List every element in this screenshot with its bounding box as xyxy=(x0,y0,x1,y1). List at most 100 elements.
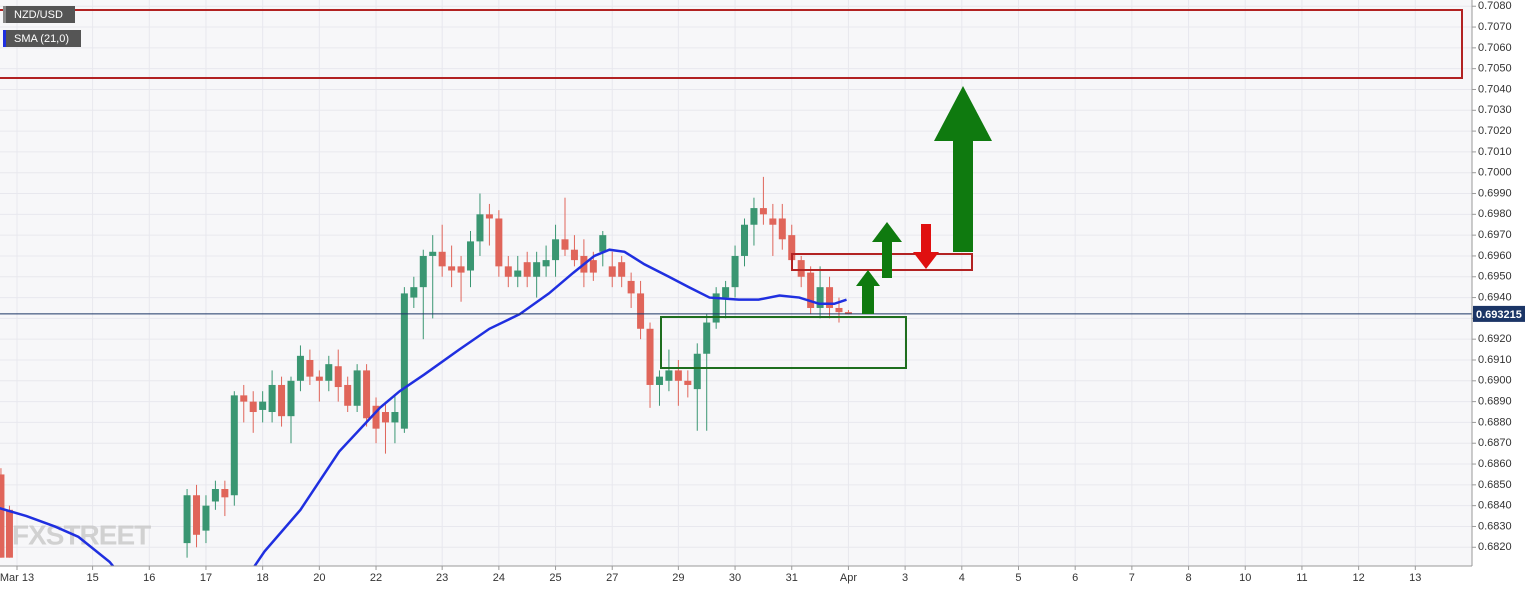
x-tick-label: 13 xyxy=(1409,572,1421,584)
y-tick-label: 0.7040 xyxy=(1478,83,1512,95)
x-tick-label: 23 xyxy=(436,572,448,584)
candle-body xyxy=(410,287,418,298)
candle-body xyxy=(259,401,267,410)
x-tick-label: 30 xyxy=(729,572,741,584)
y-tick-label: 0.7030 xyxy=(1478,104,1512,116)
y-tick-label: 0.6850 xyxy=(1478,479,1512,491)
candle-body xyxy=(788,235,796,261)
y-tick-label: 0.6900 xyxy=(1478,375,1512,387)
legend-box xyxy=(3,30,81,47)
candle-body xyxy=(759,208,767,215)
y-tick-label: 0.6830 xyxy=(1478,520,1512,532)
candle-body xyxy=(750,208,758,225)
candle-body xyxy=(826,287,834,308)
candle-body xyxy=(807,272,815,308)
x-tick-label: 11 xyxy=(1296,572,1307,584)
marks xyxy=(0,176,1472,566)
x-tick-label: 12 xyxy=(1352,572,1364,584)
candle-body xyxy=(570,249,578,261)
x-tick-label: 31 xyxy=(786,572,798,584)
candle-body xyxy=(816,287,824,308)
candle-body xyxy=(703,322,711,354)
watermark: FXSTREET xyxy=(12,519,151,550)
x-tick-label: 16 xyxy=(143,572,155,584)
y-tick-label: 0.6820 xyxy=(1478,541,1512,553)
candle-body xyxy=(183,495,191,544)
y-tick-label: 0.7080 xyxy=(1478,0,1512,12)
candle-body xyxy=(438,251,446,267)
candle-body xyxy=(589,260,597,273)
x-tick-label: 27 xyxy=(606,572,618,584)
candle-body xyxy=(457,266,465,273)
candle-body xyxy=(334,366,342,388)
x-tick-label: 5 xyxy=(1015,572,1021,584)
x-tick-label: 18 xyxy=(257,572,269,584)
legend-swatch xyxy=(3,30,6,47)
candle-body xyxy=(363,370,371,419)
y-tick-label: 0.7000 xyxy=(1478,167,1512,179)
arrow-up xyxy=(856,270,880,314)
candle-body xyxy=(448,266,456,271)
candle-body xyxy=(778,218,786,240)
y-tick-label: 0.7050 xyxy=(1478,63,1512,75)
y-tick-label: 0.7010 xyxy=(1478,146,1512,158)
candle-body xyxy=(5,509,13,558)
x-tick-label: 10 xyxy=(1239,572,1251,584)
candle-body xyxy=(429,251,437,256)
x-tick-label: Mar 13 xyxy=(0,572,34,584)
candle-body xyxy=(325,364,333,381)
candle-body xyxy=(211,489,219,502)
candle-body xyxy=(741,224,749,256)
candle-body xyxy=(221,489,229,498)
candle-body xyxy=(467,241,475,271)
y-tick-label: 0.6920 xyxy=(1478,333,1512,345)
candle-body xyxy=(202,505,210,531)
candle-body xyxy=(419,255,427,288)
grid xyxy=(0,0,1472,566)
legend-label: NZD/USD xyxy=(14,9,63,21)
y-tick-label: 0.6950 xyxy=(1478,271,1512,283)
annotations xyxy=(0,9,1463,369)
x-tick-label: Apr xyxy=(840,572,857,584)
candle-body xyxy=(542,260,550,267)
candle-body xyxy=(608,266,616,277)
arrow-up xyxy=(934,86,992,252)
x-tick-label: 22 xyxy=(370,572,382,584)
candle-body xyxy=(655,376,663,385)
last-price-label: 0.693215 xyxy=(1476,309,1522,321)
y-tick-label: 0.6980 xyxy=(1478,208,1512,220)
y-tick-label: 0.6840 xyxy=(1478,500,1512,512)
candle-body xyxy=(599,235,607,252)
candle-body xyxy=(504,266,512,277)
candle-body xyxy=(637,293,645,329)
y-tick-label: 0.6890 xyxy=(1478,396,1512,408)
x-tick-label: 8 xyxy=(1185,572,1191,584)
candle-body xyxy=(844,312,852,315)
candle-body xyxy=(552,239,560,261)
candle-body xyxy=(495,218,503,267)
candle-body xyxy=(296,355,304,381)
x-tick-label: 20 xyxy=(313,572,325,584)
y-tick-label: 0.6860 xyxy=(1478,458,1512,470)
candle-body xyxy=(712,293,720,323)
y-tick-label: 0.6880 xyxy=(1478,416,1512,428)
x-tick-label: 24 xyxy=(493,572,505,584)
candle-body xyxy=(287,380,295,417)
candle-body xyxy=(693,353,701,390)
candle-body xyxy=(476,214,484,242)
x-tick-label: 15 xyxy=(86,572,98,584)
x-tick-label: 4 xyxy=(959,572,965,584)
y-tick-label: 0.7020 xyxy=(1478,125,1512,137)
x-tick-label: 29 xyxy=(672,572,684,584)
y-tick-label: 0.7060 xyxy=(1478,42,1512,54)
candle-body xyxy=(230,395,238,496)
candle-body xyxy=(769,218,777,225)
candle-body xyxy=(268,384,276,413)
candle-body xyxy=(731,255,739,288)
last-price-box xyxy=(1473,305,1525,322)
candle-body xyxy=(306,359,314,377)
y-tick-label: 0.6960 xyxy=(1478,250,1512,262)
candle-body xyxy=(722,287,730,298)
